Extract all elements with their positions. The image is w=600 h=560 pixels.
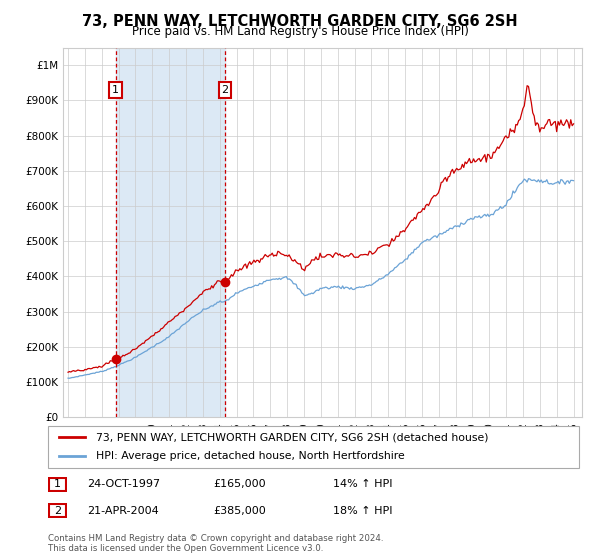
Text: £385,000: £385,000 — [213, 506, 266, 516]
Text: 2: 2 — [221, 85, 229, 95]
Text: 73, PENN WAY, LETCHWORTH GARDEN CITY, SG6 2SH (detached house): 73, PENN WAY, LETCHWORTH GARDEN CITY, SG… — [96, 432, 488, 442]
Text: HPI: Average price, detached house, North Hertfordshire: HPI: Average price, detached house, Nort… — [96, 451, 404, 461]
Text: 24-OCT-1997: 24-OCT-1997 — [87, 479, 160, 489]
Text: 1: 1 — [54, 479, 61, 489]
Bar — [116, 48, 225, 417]
FancyBboxPatch shape — [49, 478, 66, 491]
Text: 14% ↑ HPI: 14% ↑ HPI — [333, 479, 392, 489]
Text: Contains HM Land Registry data © Crown copyright and database right 2024.
This d: Contains HM Land Registry data © Crown c… — [48, 534, 383, 553]
Text: Price paid vs. HM Land Registry's House Price Index (HPI): Price paid vs. HM Land Registry's House … — [131, 25, 469, 38]
Text: 1: 1 — [112, 85, 119, 95]
Text: 73, PENN WAY, LETCHWORTH GARDEN CITY, SG6 2SH: 73, PENN WAY, LETCHWORTH GARDEN CITY, SG… — [82, 14, 518, 29]
Text: £165,000: £165,000 — [213, 479, 266, 489]
FancyBboxPatch shape — [49, 504, 66, 517]
FancyBboxPatch shape — [48, 426, 579, 468]
Text: 18% ↑ HPI: 18% ↑ HPI — [333, 506, 392, 516]
Text: 2: 2 — [54, 506, 61, 516]
Text: 21-APR-2004: 21-APR-2004 — [87, 506, 159, 516]
